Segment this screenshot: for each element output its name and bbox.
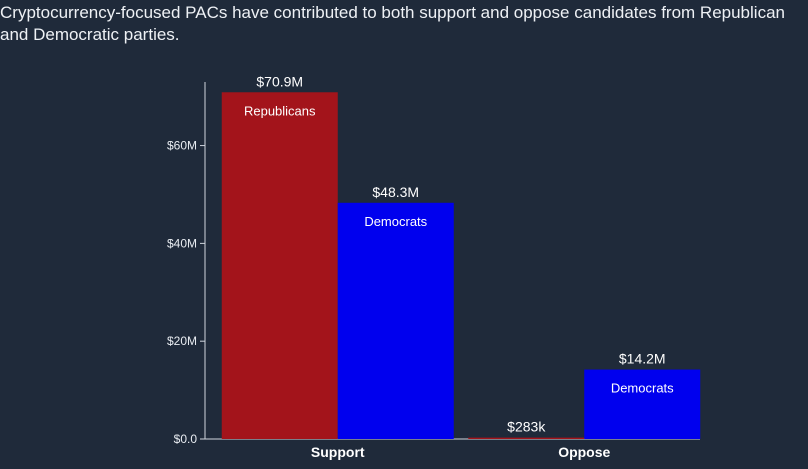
y-tick-label: $20M <box>167 334 197 348</box>
bar-series-label: Democrats <box>364 214 427 229</box>
x-category-label: Oppose <box>558 444 610 460</box>
chart-caption: Cryptocurrency-focused PACs have contrib… <box>0 3 785 44</box>
y-tick-label: $0.0 <box>174 432 198 446</box>
bar-republicans-oppose <box>468 437 585 439</box>
bar-value-label: $14.2M <box>619 351 666 367</box>
x-category-label: Support <box>311 444 365 460</box>
bar-series-label: Democrats <box>611 381 674 396</box>
y-tick-label: $60M <box>167 139 197 153</box>
bar-series-label: Republicans <box>244 103 316 118</box>
y-tick-label: $40M <box>167 236 197 250</box>
bar-value-label: $48.3M <box>372 184 419 200</box>
bar-democrats-oppose <box>584 369 701 439</box>
bar-republicans-support <box>221 92 338 439</box>
bar-value-label: $283k <box>507 419 546 435</box>
bar-democrats-support <box>337 202 454 439</box>
bar-value-label: $70.9M <box>256 73 303 89</box>
